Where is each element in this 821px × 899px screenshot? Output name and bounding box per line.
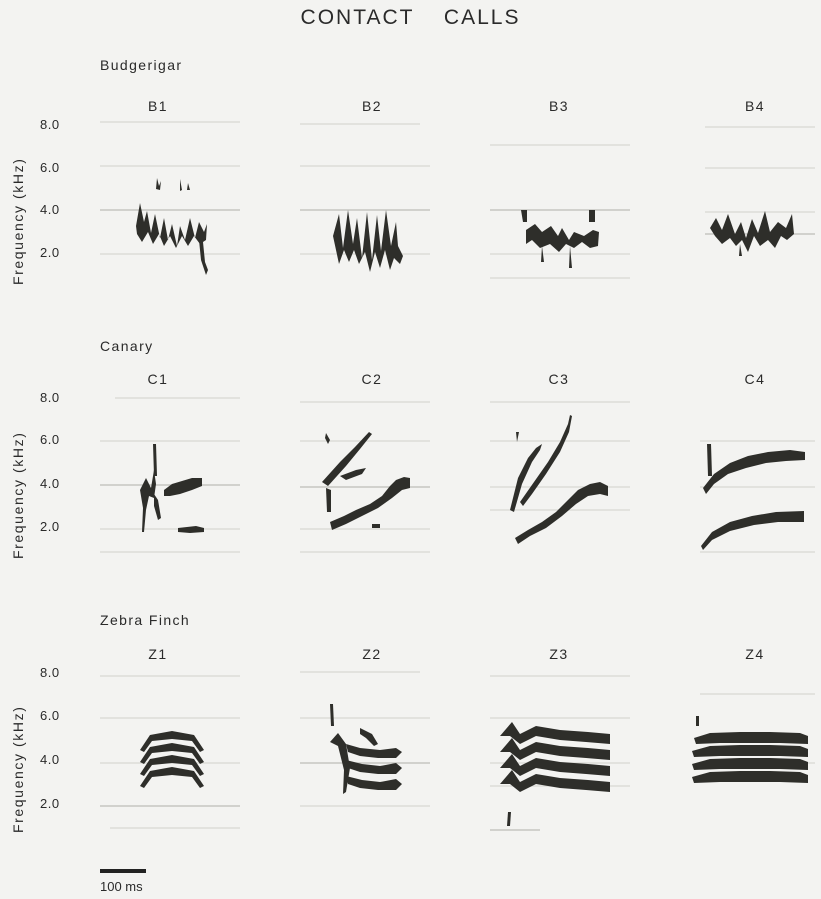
spectrogram-z4: [692, 716, 808, 783]
tick-label-4: 4.0: [40, 752, 60, 767]
panel-label-c3: C3: [548, 371, 570, 387]
panel-label-b2: B2: [361, 98, 383, 114]
spectrogram-z2: [330, 704, 402, 794]
panel-label-b3: B3: [548, 98, 570, 114]
species-label-canary: Canary: [100, 338, 154, 354]
scale-bar: [100, 869, 146, 873]
panel-label-z4: Z4: [745, 646, 765, 662]
spectrogram-b2: [333, 210, 403, 272]
spectrogram-b3: [521, 210, 599, 268]
spectrogram-z3: [500, 722, 610, 826]
background-grid: [100, 121, 815, 831]
species-label-zebra-finch: Zebra Finch: [100, 612, 191, 628]
panel-label-z2: Z2: [362, 646, 382, 662]
tick-label-4: 4.0: [40, 476, 60, 491]
panel-label-z1: Z1: [148, 646, 168, 662]
tick-label-8: 8.0: [40, 390, 60, 405]
panel-label-c1: C1: [147, 371, 169, 387]
tick-label-6: 6.0: [40, 160, 60, 175]
tick-label-8: 8.0: [40, 117, 60, 132]
species-label-budgerigar: Budgerigar: [100, 57, 183, 73]
panel-label-b4: B4: [744, 98, 766, 114]
tick-label-6: 6.0: [40, 432, 60, 447]
spectrogram-c3: [510, 415, 608, 544]
figure-title: CONTACT CALLS: [300, 6, 521, 29]
spectrogram-z1: [140, 731, 204, 788]
panel-label-b1: B1: [147, 98, 169, 114]
spectrogram-c2: [322, 432, 410, 530]
spectrogram-b1: [136, 178, 208, 275]
spectrogram-c1: [140, 444, 204, 533]
panel-label-z3: Z3: [549, 646, 569, 662]
tick-label-8: 8.0: [40, 665, 60, 680]
tick-label-6: 6.0: [40, 708, 60, 723]
scale-bar-label: 100 ms: [100, 879, 143, 894]
panel-label-c4: C4: [744, 371, 766, 387]
spectrogram-c4: [701, 444, 805, 550]
tick-label-2: 2.0: [40, 519, 60, 534]
spectrogram-b4: [710, 211, 794, 256]
tick-label-4: 4.0: [40, 202, 60, 217]
tick-label-2: 2.0: [40, 796, 60, 811]
panel-label-c2: C2: [361, 371, 383, 387]
tick-label-2: 2.0: [40, 245, 60, 260]
